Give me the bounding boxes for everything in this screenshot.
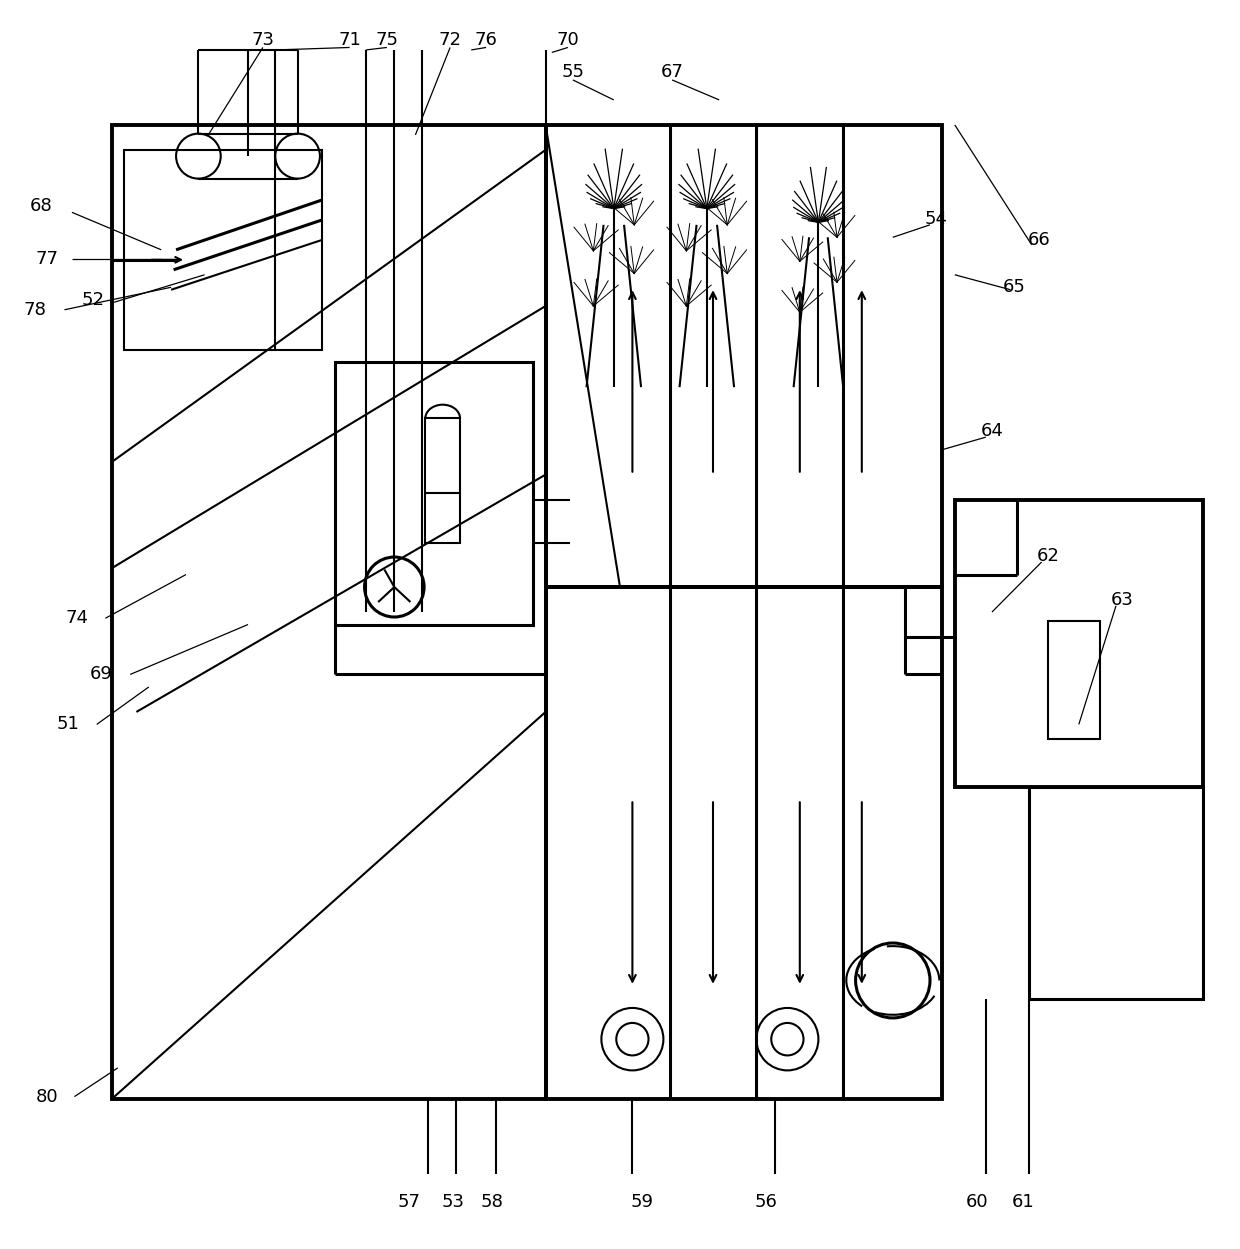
Text: 63: 63 (1111, 591, 1133, 608)
Text: 57: 57 (398, 1193, 420, 1210)
Text: 68: 68 (30, 197, 52, 215)
Text: 80: 80 (36, 1088, 58, 1105)
Bar (124, 150, 322, 350)
Text: 52: 52 (82, 291, 104, 309)
Text: 51: 51 (57, 716, 79, 733)
Text: 62: 62 (1037, 547, 1059, 565)
Text: 70: 70 (557, 31, 579, 49)
Text: 76: 76 (475, 31, 497, 49)
Bar (1048, 621, 1100, 739)
Bar (546, 587, 942, 1099)
Text: 55: 55 (562, 64, 584, 81)
Text: 58: 58 (481, 1193, 503, 1210)
Text: 66: 66 (1028, 231, 1050, 249)
Text: 74: 74 (66, 610, 88, 627)
Text: 78: 78 (24, 301, 46, 318)
Bar (425, 418, 460, 543)
Text: 75: 75 (376, 31, 398, 49)
Bar (335, 362, 533, 624)
Text: 71: 71 (339, 31, 361, 49)
Text: 60: 60 (966, 1193, 988, 1210)
Text: 67: 67 (661, 64, 683, 81)
Text: 53: 53 (441, 1193, 464, 1210)
Text: 65: 65 (1003, 279, 1025, 296)
Text: 73: 73 (252, 31, 274, 49)
Text: 77: 77 (36, 250, 58, 267)
Text: 61: 61 (1012, 1193, 1034, 1210)
Text: 54: 54 (925, 210, 947, 227)
Bar (1029, 787, 1203, 999)
Text: 59: 59 (631, 1193, 653, 1210)
Text: 64: 64 (981, 422, 1003, 440)
Bar (955, 500, 1203, 787)
Text: 72: 72 (439, 31, 461, 49)
Bar (112, 125, 546, 1099)
Text: 69: 69 (91, 666, 113, 683)
Bar (546, 125, 942, 587)
Text: 56: 56 (755, 1193, 777, 1210)
